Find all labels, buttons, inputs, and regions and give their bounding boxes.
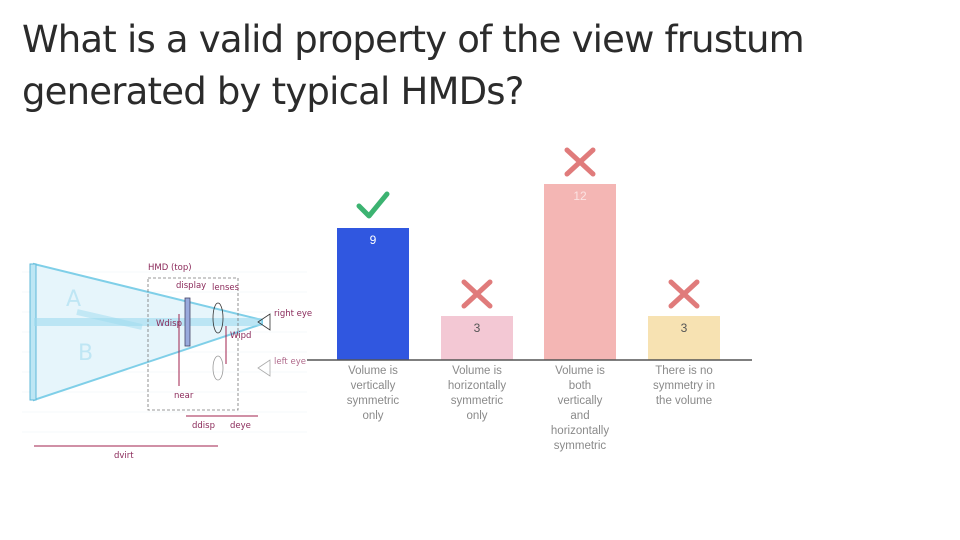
category-label-4: There is no symmetry in the volume: [653, 365, 715, 407]
label-left-eye: left eye: [274, 357, 306, 367]
bar-value-4: 3: [681, 321, 688, 335]
label-w-ipd: Wipd: [230, 331, 251, 341]
frustum-diagram: A B HMD (top) display lenses Wdisp near …: [22, 262, 312, 461]
label-right-eye: right eye: [274, 309, 312, 319]
lens-left: [212, 355, 224, 381]
label-w-disp: Wdisp: [156, 319, 182, 329]
bar-3: [544, 184, 616, 360]
right-eye-icon: [257, 313, 271, 331]
hmd-box: [147, 277, 239, 411]
label-near: near: [174, 391, 194, 401]
wrong-cross-icon: [461, 279, 493, 309]
bar-1: [337, 228, 409, 360]
question-title: What is a valid property of the view fru…: [22, 18, 805, 113]
label-a: A: [66, 287, 81, 312]
bar-2: [441, 316, 513, 360]
label-d-eye: deye: [230, 421, 251, 431]
label-d-disp: ddisp: [192, 421, 215, 431]
wrong-cross-icon: [668, 279, 700, 309]
label-lenses: lenses: [212, 283, 240, 293]
virtual-image-plane: [29, 263, 37, 401]
category-label-1: Volume is vertically symmetric only: [347, 365, 400, 422]
bar-4: [648, 316, 720, 360]
lens-right: [212, 302, 224, 334]
bar-value-3: 12: [573, 189, 587, 203]
label-d-virt: dvirt: [114, 451, 134, 461]
bar-value-1: 9: [370, 233, 377, 247]
correct-check-icon: [356, 191, 390, 219]
wrong-cross-icon: [564, 147, 596, 177]
display-panel: [184, 297, 191, 347]
left-eye-icon: [257, 359, 271, 377]
bar-value-2: 3: [474, 321, 481, 335]
label-b: B: [78, 341, 93, 366]
category-label-3: Volume is both vertically and horizontally sy…: [551, 365, 609, 452]
label-hmd: HMD (top): [148, 263, 192, 273]
category-label-2: Volume is horizontally symmetric only: [448, 365, 506, 422]
label-display: display: [176, 281, 206, 291]
